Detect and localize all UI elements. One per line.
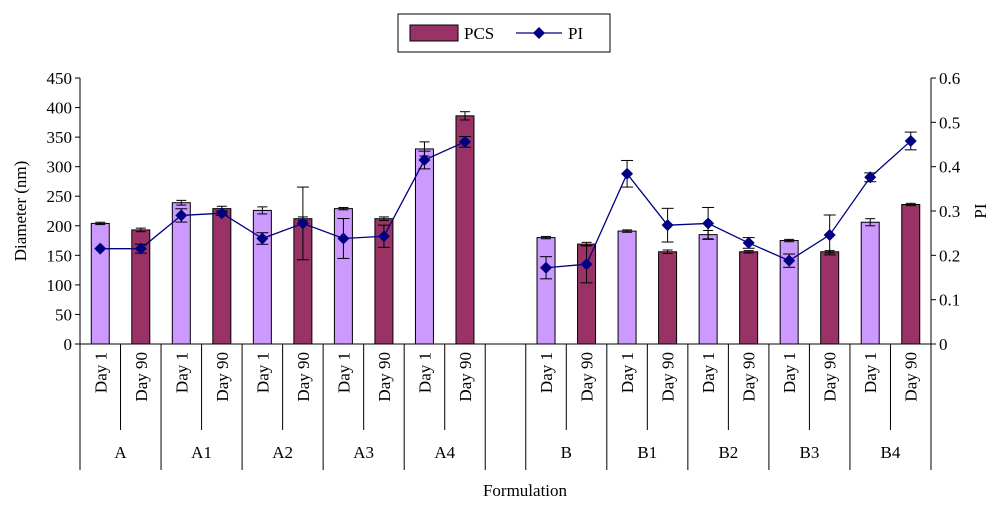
pcs-bar [698,234,718,345]
y-left-tick-label: 0 [64,335,73,354]
pcs-bar [212,208,232,345]
y-right-tick-label: 0.1 [939,291,960,310]
axes-layer: 0 50 100 150 200 250 300 350 400 450 0 0.1 0.2 0.3 0.4… [47,69,961,470]
pi-point-marker [418,154,431,167]
pi-point-marker [377,230,390,243]
pi-point-marker [661,219,674,232]
pcs-bar [739,251,759,345]
y-right-tick-label: 0 [939,335,948,354]
y-right-tick-label: 0.5 [939,113,960,132]
y-left-tick-label: 50 [55,305,72,324]
y-right-tick-label: 0.6 [939,69,960,88]
pi-point-marker [742,236,755,249]
x-group-label: A3 [353,443,374,462]
legend: PCS PI [397,13,611,53]
pi-point-marker [621,167,634,180]
pi-point-marker [540,261,553,274]
pi-point-marker [823,228,836,241]
pcs-bar [617,230,637,345]
x-group-label: B4 [881,443,901,462]
y-left-tick-label: 400 [47,99,73,118]
pi-point-marker [783,254,796,267]
x-category-label: Day 90 [132,352,151,402]
pi-point-marker [864,171,877,184]
y-left-tick-label: 300 [47,158,73,177]
x-group-label: A2 [272,443,293,462]
x-category-label: Day 1 [618,352,637,393]
x-group-label: B [561,443,572,462]
x-category-label: Day 90 [213,352,232,402]
pi-point-marker [215,207,228,220]
x-axis-title: Formulation [483,481,568,500]
x-category-label: Day 90 [821,352,840,402]
pi-point-marker [94,242,107,255]
bars-layer [90,111,921,345]
legend-pcs-swatch [409,24,459,42]
x-group-label: B2 [718,443,738,462]
x-category-label: Day 90 [902,352,921,402]
legend-pcs-label: PCS [464,24,494,43]
pi-point-marker [580,258,593,271]
y-axis-left-title: Diameter (nm) [11,161,30,262]
pi-point-marker [702,217,715,230]
pi-point-marker [337,232,350,245]
pi-point-marker [296,217,309,230]
pcs-bar [820,251,840,345]
pcs-bar [252,209,272,345]
x-category-label: Day 1 [91,352,110,393]
pcs-bar [658,251,678,345]
y-left-tick-label: 200 [47,217,73,236]
x-group-label: A1 [191,443,212,462]
x-category-label: Day 90 [578,352,597,402]
x-category-label: Day 1 [415,352,434,393]
pi-line-layer [94,131,917,284]
pcs-bar [90,222,110,345]
x-category-label: Day 90 [375,352,394,402]
y-left-tick-label: 250 [47,187,73,206]
x-category-label: Day 1 [172,352,191,393]
x-category-label: Day 1 [334,352,353,393]
x-category-label: Day 1 [537,352,556,393]
y-right-tick-label: 0.2 [939,246,960,265]
pi-series-line [545,140,912,269]
y-left-tick-label: 350 [47,128,73,147]
x-category-label: Day 90 [740,352,759,402]
x-category-label: Day 1 [780,352,799,393]
pi-point-marker [256,232,269,245]
x-group-label: B3 [800,443,820,462]
pcs-bar [860,221,880,345]
x-category-label: Day 90 [456,352,475,402]
y-axis-right-title: PI [971,203,990,218]
pcs-bar [536,237,556,345]
x-category-label: Day 1 [253,352,272,393]
x-group-label: A [114,443,127,462]
x-category-label: Day 1 [861,352,880,393]
y-left-tick-label: 450 [47,69,73,88]
x-category-label: Day 90 [659,352,678,402]
pcs-bar [901,203,921,345]
pi-point-marker [458,135,471,148]
legend-pi-marker-icon [533,27,545,39]
y-left-tick-label: 100 [47,276,73,295]
y-right-tick-label: 0.3 [939,202,960,221]
x-group-label: A4 [434,443,455,462]
pcs-bar [171,202,191,345]
legend-pi-label: PI [568,24,583,43]
y-right-tick-label: 0.4 [939,158,961,177]
x-group-label: B1 [637,443,657,462]
pi-point-marker [175,209,188,222]
x-category-label: Day 1 [699,352,718,393]
x-category-label: Day 90 [294,352,313,402]
y-left-tick-label: 150 [47,246,73,265]
pi-series-line [100,141,466,250]
pi-point-marker [904,134,917,147]
pi-point-marker [134,242,147,255]
pcs-bar [414,148,434,345]
pcs-bar [455,115,475,345]
